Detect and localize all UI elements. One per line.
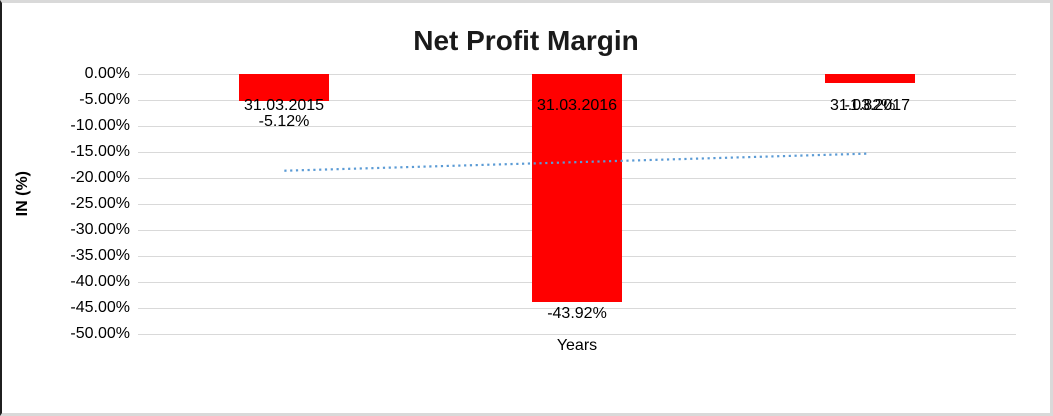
data-label: -43.92%: [547, 305, 607, 322]
y-tick-label: 0.00%: [84, 65, 130, 82]
data-label: -1.82%: [844, 97, 896, 114]
chart-title: Net Profit Margin: [413, 25, 639, 56]
y-tick-label: -15.00%: [70, 143, 130, 160]
bar-31.03.2016: [532, 74, 622, 302]
gridline: [138, 308, 1016, 309]
y-tick-label: -10.00%: [70, 117, 130, 134]
bar-31.03.2017: [825, 74, 915, 83]
category-label: 31.03.2016: [536, 97, 618, 114]
category-label: 31.03.2015: [243, 97, 325, 114]
y-tick-label: -30.00%: [70, 221, 130, 238]
y-tick-label: -45.00%: [70, 299, 130, 316]
category-label: 31.03.2017: [829, 97, 911, 114]
bar-31.03.2015: [239, 74, 329, 101]
y-tick-label: -20.00%: [70, 169, 130, 186]
x-axis-title: Years: [556, 337, 598, 354]
y-tick-label: -40.00%: [70, 273, 130, 290]
data-label: -5.12%: [258, 113, 310, 130]
y-tick-label: -35.00%: [70, 247, 130, 264]
gridline: [138, 334, 1016, 335]
y-tick-label: -5.00%: [79, 91, 130, 108]
y-tick-label: -25.00%: [70, 195, 130, 212]
y-tick-label: -50.00%: [70, 325, 130, 342]
